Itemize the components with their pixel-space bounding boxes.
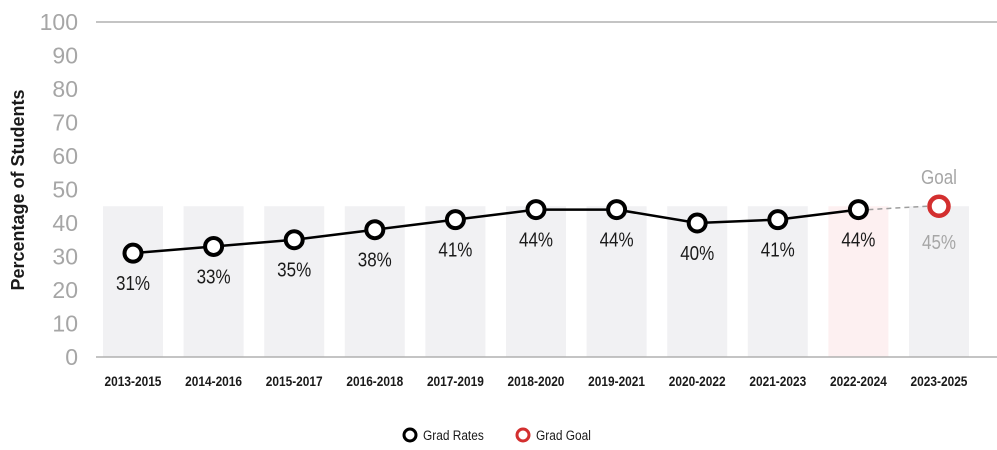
background-band <box>747 206 808 357</box>
background-band <box>586 206 647 357</box>
goal-value-label: 45% <box>922 231 956 254</box>
background-band <box>506 206 566 357</box>
y-axis-label: Percentage of Students <box>8 89 28 290</box>
grad-rate-point <box>444 209 466 231</box>
value-label: 33% <box>197 265 231 288</box>
y-tick-label: 40 <box>52 210 78 236</box>
x-tick-label: 2018-2020 <box>508 373 565 389</box>
value-label: 44% <box>519 228 553 251</box>
goal-connector <box>868 205 928 211</box>
value-labels: 31% 33% 35% 38% 41% 44% 44% 40% 41% 44% 45% <box>116 228 956 294</box>
background-band <box>264 206 325 357</box>
grad-rate-point <box>847 199 869 221</box>
grad-goal-point <box>927 194 951 218</box>
background-band <box>425 206 486 357</box>
grad-rate-point <box>364 219 386 241</box>
x-tick-label: 2017-2019 <box>427 373 484 389</box>
y-tick-label: 10 <box>52 311 78 337</box>
goal-annotation: Goal <box>921 166 957 189</box>
value-label: 31% <box>116 272 150 295</box>
y-tick-label: 50 <box>52 177 78 203</box>
y-tick-label: 90 <box>52 43 78 69</box>
background-band <box>103 206 163 357</box>
legend-label: Grad Rates <box>423 427 484 443</box>
value-label: 41% <box>438 238 472 261</box>
y-tick-label: 80 <box>52 76 78 102</box>
y-tick-label: 20 <box>52 277 78 303</box>
y-tick-label: 30 <box>52 244 78 270</box>
x-axis-ticks: 2013-2015 2014-2016 2015-2017 2016-2018 2017… <box>105 373 968 389</box>
value-label: 40% <box>680 242 714 265</box>
x-tick-label: 2015-2017 <box>266 373 323 389</box>
value-label: 44% <box>600 228 634 251</box>
x-tick-label: 2013-2015 <box>105 373 162 389</box>
background-band <box>909 206 969 357</box>
y-tick-label: 60 <box>52 143 78 169</box>
x-tick-label: 2020-2022 <box>669 373 726 389</box>
background-bands <box>103 206 969 357</box>
legend-marker <box>515 427 531 443</box>
grad-rate-point <box>767 209 789 231</box>
y-tick-label: 70 <box>52 110 78 136</box>
background-band <box>183 206 244 357</box>
legend-marker <box>402 427 418 443</box>
x-tick-label: 2023-2025 <box>911 373 968 389</box>
value-label: 38% <box>358 248 392 271</box>
grad-rate-point <box>203 235 225 257</box>
legend: Grad Rates Grad Goal <box>402 427 591 443</box>
grad-rate-point <box>283 229 305 251</box>
grad-rate-point <box>525 199 547 221</box>
legend-label: Grad Goal <box>536 427 591 443</box>
series-layer <box>122 194 951 264</box>
x-tick-label: 2019-2021 <box>588 373 645 389</box>
value-label: 35% <box>277 258 311 281</box>
x-tick-label: 2022-2024 <box>830 373 888 389</box>
x-tick-label: 2021-2023 <box>749 373 806 389</box>
value-label: 41% <box>761 238 795 261</box>
y-tick-label: 100 <box>40 9 78 35</box>
x-tick-label: 2014-2016 <box>185 373 242 389</box>
background-band <box>828 206 889 357</box>
grad-rate-point <box>122 242 144 264</box>
grad-rate-point <box>686 212 708 234</box>
grad-rate-point <box>606 199 628 221</box>
value-label: 44% <box>841 228 875 251</box>
x-tick-label: 2016-2018 <box>346 373 403 389</box>
y-tick-label: 0 <box>65 344 78 370</box>
grad-rates-line <box>132 208 859 255</box>
